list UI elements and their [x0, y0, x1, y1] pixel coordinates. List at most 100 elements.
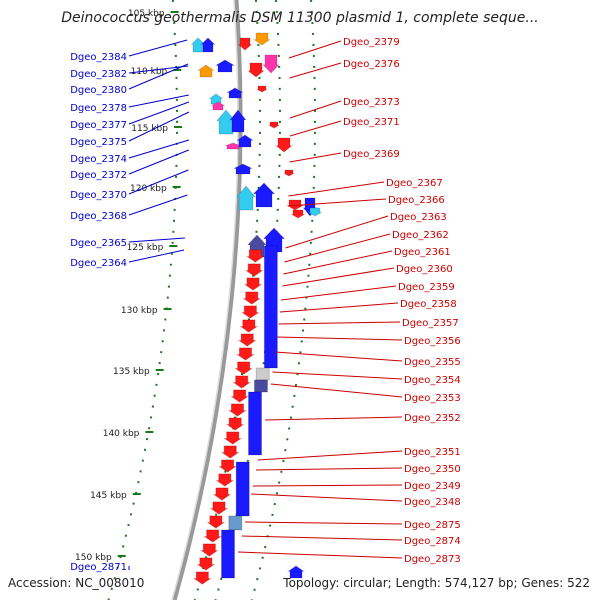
left-leader-line [129, 140, 189, 158]
map-title: Deinococcus geothermalis DSM 11300 plasm… [0, 10, 600, 26]
right-gene-label: Dgeo_2357 [402, 318, 459, 329]
right-leader-line [245, 522, 402, 524]
gene-forward [230, 404, 246, 416]
left-gene-label: Dgeo_2375 [70, 137, 127, 148]
left-gene-label: Dgeo_2370 [70, 190, 127, 201]
gene-forward [208, 516, 224, 528]
accession-label: Accession: NC_008010 [8, 576, 144, 590]
gene-reverse-block [229, 516, 242, 530]
right-leader-line [275, 352, 402, 361]
right-leader-line [290, 101, 341, 118]
gene-reverse [216, 60, 234, 72]
backbone-line [174, 0, 240, 600]
left-leader-line [129, 150, 189, 174]
gene-forward [211, 502, 227, 514]
gene-forward [222, 446, 238, 458]
right-leader-line [258, 451, 402, 460]
right-leader-line [253, 485, 402, 486]
right-leader-line [285, 216, 388, 248]
right-gene-label: Dgeo_2351 [404, 447, 461, 458]
tick-label: 125 kbp [127, 243, 164, 253]
left-gene-label: Dgeo_2378 [70, 103, 127, 114]
right-gene-label: Dgeo_2366 [388, 195, 445, 206]
tick-label: 130 kbp [121, 306, 158, 316]
gene-forward [236, 362, 252, 374]
tick-label: 145 kbp [90, 491, 127, 501]
right-gene-label: Dgeo_2362 [392, 230, 449, 241]
right-leader-line [290, 63, 341, 78]
right-leader-line [284, 234, 390, 262]
right-gene-label: Dgeo_2363 [390, 212, 447, 223]
gene-reverse [234, 164, 252, 174]
right-gene-label: Dgeo_2875 [404, 520, 461, 531]
right-gene-label: Dgeo_2356 [404, 336, 461, 347]
left-leader-line [129, 195, 187, 215]
gene-forward [202, 544, 218, 556]
left-gene-label: Dgeo_2384 [70, 52, 127, 63]
right-gene-label: Dgeo_2874 [404, 536, 461, 547]
left-leader-line [129, 238, 185, 242]
right-gene-label: Dgeo_2353 [404, 393, 461, 404]
right-leader-line [242, 536, 402, 540]
right-gene-label: Dgeo_2376 [343, 59, 400, 70]
gene-forward [263, 55, 279, 73]
gene-forward [276, 138, 292, 152]
right-gene-label: Dgeo_2350 [404, 464, 461, 475]
gene-forward [234, 376, 250, 388]
right-gene-label: Dgeo_2358 [400, 299, 457, 310]
left-gene-label: Dgeo_2364 [70, 258, 127, 269]
tick-label: 140 kbp [103, 429, 140, 439]
gene-reverse-block [264, 246, 277, 368]
left-gene-label: Dgeo_2380 [70, 85, 127, 96]
left-gene-label: Dgeo_2374 [70, 154, 127, 165]
right-gene-label: Dgeo_2352 [404, 413, 461, 424]
right-leader-line [277, 337, 402, 340]
right-leader-line [288, 182, 384, 196]
gene-forward [241, 320, 257, 332]
tick-label: 120 kbp [130, 184, 167, 194]
gene-forward [246, 264, 262, 276]
left-gene-label: Dgeo_2368 [70, 211, 127, 222]
gene-forward [217, 474, 233, 486]
gene-features [192, 33, 322, 584]
right-gene-label: Dgeo_2354 [404, 375, 461, 386]
gene-forward [269, 122, 279, 128]
gene-reverse [210, 94, 223, 104]
gene-reverse [230, 110, 246, 132]
right-gene-label: Dgeo_2369 [343, 149, 400, 160]
gene-forward [232, 390, 248, 402]
right-leader-line [281, 286, 396, 300]
gene-reverse-block [221, 530, 234, 578]
topology-label: Topology: circular; Length: 574,127 bp; … [283, 576, 590, 590]
right-gene-label: Dgeo_2359 [398, 282, 455, 293]
gene-reverse [198, 65, 214, 77]
left-gene-label: Dgeo_2365 [70, 238, 127, 249]
gene-forward [245, 278, 261, 290]
gene-forward [227, 418, 243, 430]
gene-forward [284, 170, 294, 176]
gene-forward [205, 530, 221, 542]
gene-forward [220, 460, 236, 472]
gene-reverse-block [256, 368, 269, 380]
right-leader-line [271, 384, 402, 397]
gene-forward [214, 488, 230, 500]
right-leader-line [272, 372, 402, 379]
right-gene-label: Dgeo_2371 [343, 117, 400, 128]
right-gene-label: Dgeo_2355 [404, 357, 461, 368]
right-leader-line [256, 468, 402, 470]
left-gene-label: Dgeo_2871 [70, 562, 127, 573]
right-gene-label: Dgeo_2873 [404, 554, 461, 565]
gene-forward [225, 432, 241, 444]
gene-reverse [202, 38, 215, 52]
gene-reverse-block [249, 392, 262, 455]
gene-forward [248, 63, 264, 77]
gene-reverse-block [254, 380, 267, 392]
right-leader-line [280, 303, 398, 312]
gene-forward [238, 348, 254, 360]
gene-forward [254, 33, 270, 45]
left-leader-line [129, 40, 187, 56]
gene-reverse-block [236, 462, 249, 516]
backbone-highlight [172, 0, 238, 600]
